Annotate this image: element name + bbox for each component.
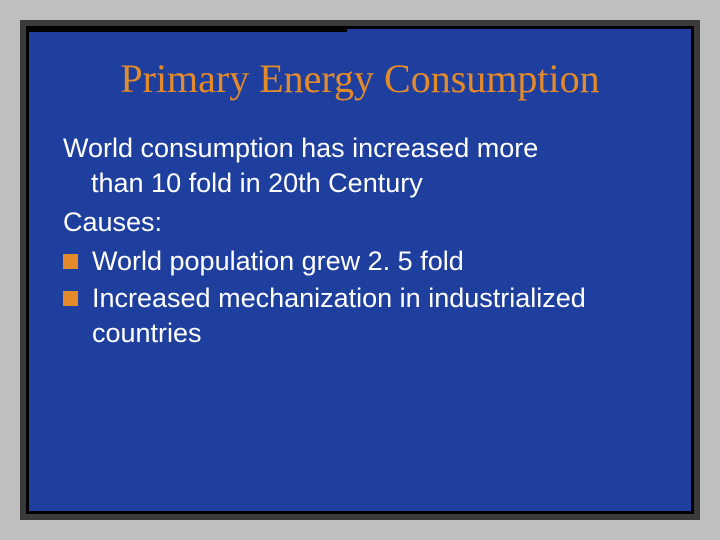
- slide-content: Primary Energy Consumption World consump…: [29, 29, 691, 511]
- slide-border: Primary Energy Consumption World consump…: [26, 26, 694, 514]
- bullet-item: World population grew 2. 5 fold: [63, 244, 657, 279]
- bullet-text: World population grew 2. 5 fold: [92, 244, 657, 279]
- bullet-icon: [63, 254, 78, 269]
- top-divider: [29, 29, 347, 32]
- slide-title: Primary Energy Consumption: [63, 57, 657, 101]
- bullet-text: Increased mechanization in industrialize…: [92, 281, 657, 351]
- bullet-item: Increased mechanization in industrialize…: [63, 281, 657, 351]
- slide-body: World consumption has increased more tha…: [63, 131, 657, 352]
- intro-line-1: World consumption has increased more: [63, 133, 538, 163]
- slide-frame: Primary Energy Consumption World consump…: [20, 20, 700, 520]
- causes-label: Causes:: [63, 205, 657, 240]
- intro-paragraph: World consumption has increased more tha…: [63, 131, 657, 201]
- bullet-icon: [63, 291, 78, 306]
- intro-line-2: than 10 fold in 20th Century: [63, 168, 423, 198]
